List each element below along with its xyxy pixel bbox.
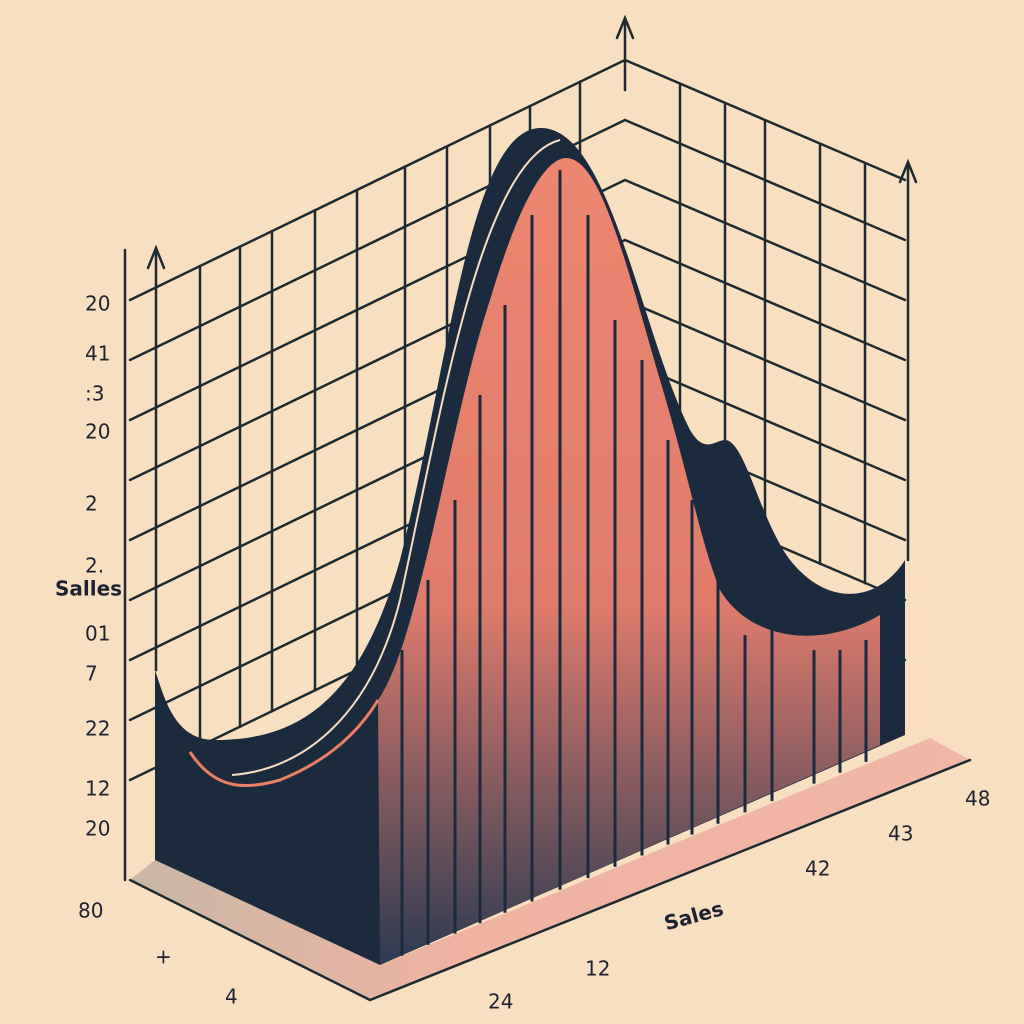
floor-edge	[128, 758, 972, 1002]
x-tick-label: 43	[888, 822, 913, 846]
y-tick-label: 20	[85, 292, 110, 316]
arrow	[615, 14, 635, 40]
y-tick-label: 01	[85, 622, 110, 646]
front-face	[378, 157, 880, 965]
x-tick-label: +	[155, 945, 172, 969]
y-axis-title: Salles	[55, 577, 122, 601]
floor	[130, 738, 970, 1000]
grid-line	[128, 238, 907, 482]
x-tick-label: 42	[805, 857, 830, 881]
x-axis-title: Sales	[662, 896, 726, 935]
arrow	[898, 158, 918, 184]
y-tick-label: 20	[85, 817, 110, 841]
y-tick-label: 12	[85, 777, 110, 801]
stripes	[400, 170, 868, 956]
x-tick-label: 4	[225, 985, 238, 1009]
x-tick-label: 48	[965, 787, 990, 811]
y-tick-label: 2	[85, 492, 98, 516]
x-tick-label: 12	[585, 957, 610, 981]
y-tick-label: 22	[85, 717, 110, 741]
y-tick-label: :3	[85, 382, 104, 406]
highlight	[231, 139, 561, 776]
grid-line	[128, 178, 907, 422]
y-tick-label: 2.	[85, 554, 104, 578]
grid-line	[128, 118, 907, 362]
highlight	[188, 699, 380, 788]
y-tick-label: 20	[85, 420, 110, 444]
y-tick-label: 41	[85, 342, 110, 366]
arrow	[146, 244, 166, 270]
x-tick-label: 24	[488, 990, 513, 1014]
y-tick-label: 7	[85, 662, 98, 686]
x-tick-label: 80	[78, 899, 103, 923]
